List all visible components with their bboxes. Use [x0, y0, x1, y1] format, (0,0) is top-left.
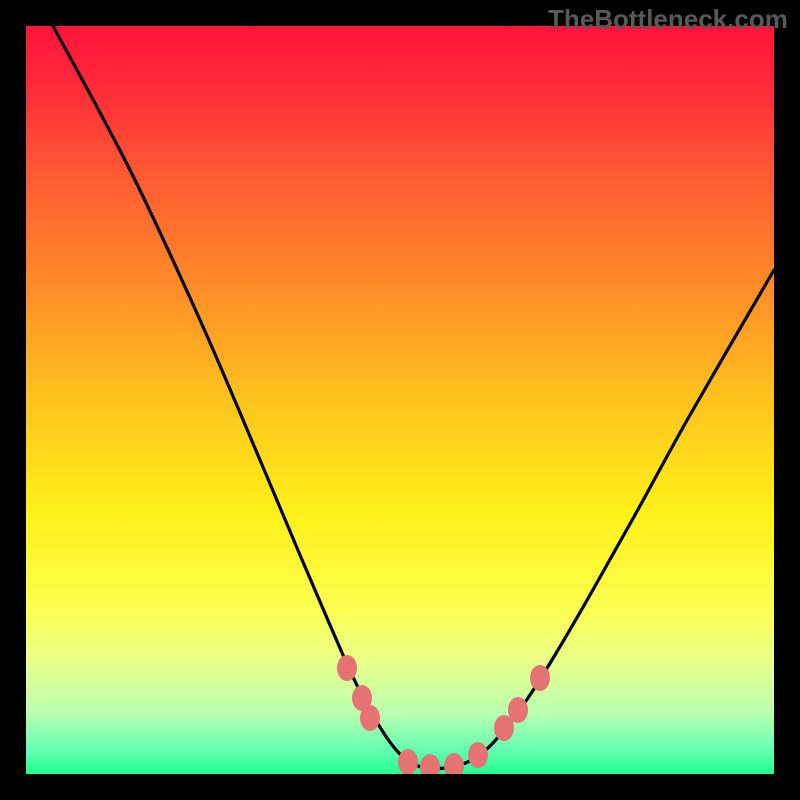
watermark-text: TheBottleneck.com	[548, 4, 788, 35]
bottleneck-chart: TheBottleneck.com	[0, 0, 800, 800]
gradient-background	[26, 26, 774, 774]
plot-area	[26, 26, 774, 774]
